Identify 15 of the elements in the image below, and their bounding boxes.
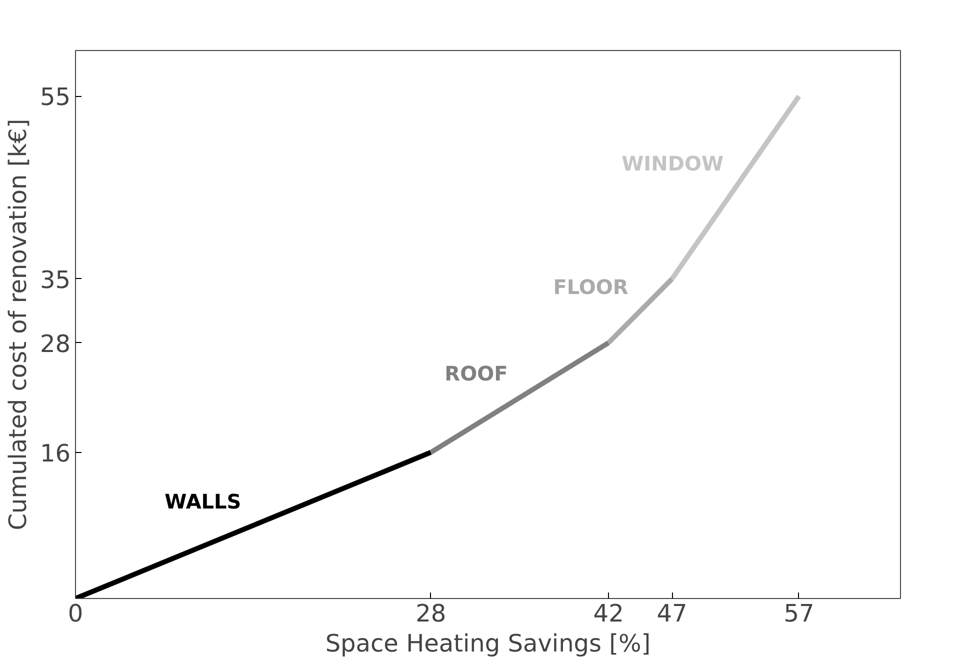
y-tick-label: 35: [40, 266, 71, 294]
y-tick-label: 16: [40, 439, 71, 468]
series-label: FLOOR: [553, 274, 628, 299]
x-axis-title: Space Heating Savings [%]: [325, 630, 651, 658]
x-tick-label: 47: [656, 600, 688, 628]
series-label: ROOF: [444, 362, 508, 386]
series-label: WINDOW: [622, 152, 724, 176]
y-tick-label: 55: [40, 83, 71, 112]
x-tick-label: 0: [68, 600, 84, 628]
y-axis-title: Cumulated cost of renovation [k€]: [4, 118, 32, 530]
y-tick-label: 28: [40, 330, 71, 358]
x-tick-label: 42: [593, 600, 624, 628]
x-tick-label: 57: [784, 600, 814, 628]
series-label: WALLS: [164, 489, 242, 514]
x-tick-label: 28: [416, 600, 446, 628]
